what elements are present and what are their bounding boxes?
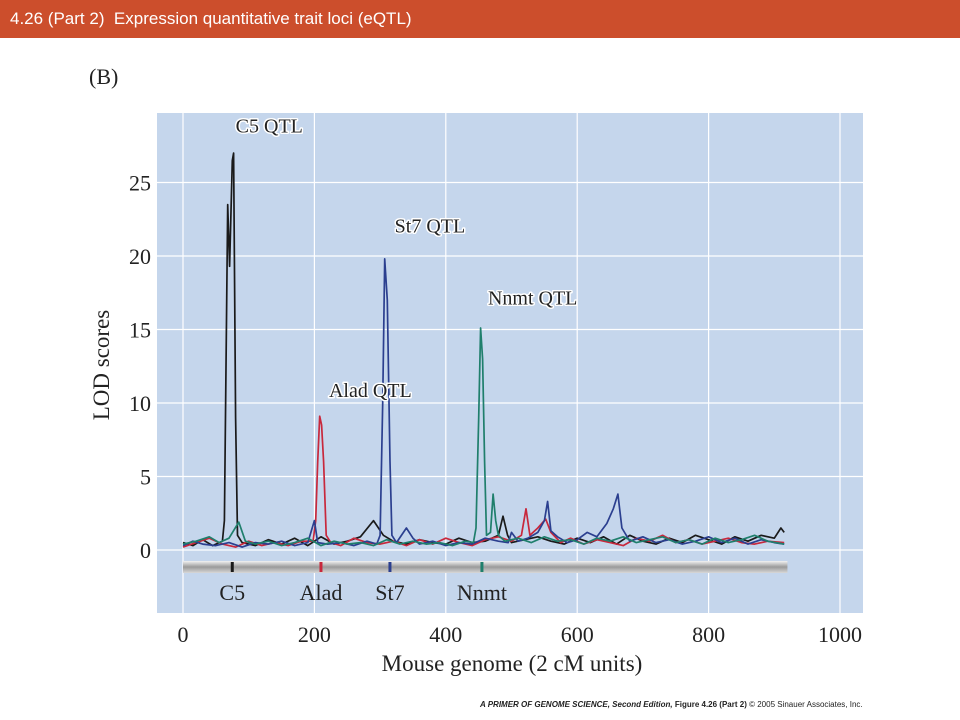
axes: 0 200 400 600 800 1000 0 5 10 15 20 25 Mouse genome … [89, 171, 862, 677]
footer-copyright: © 2005 Sinauer Associates, Inc. [749, 700, 863, 709]
annotations: C5 QTL St7 QTL Nnmt QTL Alad QTL [234, 114, 579, 404]
x-axis-title: Mouse genome (2 cM units) [382, 651, 643, 676]
gene-tick [388, 562, 392, 572]
gene-label: C5 [219, 580, 245, 605]
panel-label: (B) [89, 64, 119, 89]
gene-tick [230, 562, 234, 572]
footer-book: A PRIMER OF GENOME SCIENCE, Second Editi… [480, 700, 673, 709]
x-tick-label: 400 [429, 622, 462, 647]
slide-title: 4.26 (Part 2) Expression quantitative tr… [10, 9, 412, 28]
grid [157, 113, 863, 613]
series-line [182, 327, 785, 547]
y-tick-label: 20 [129, 244, 151, 269]
x-tick-label: 800 [692, 622, 725, 647]
series-group [182, 152, 785, 548]
title-bar: 4.26 (Part 2) Expression quantitative tr… [0, 0, 960, 38]
qtl-label: Nnmt QTL [488, 288, 577, 310]
y-tick-label: 0 [140, 538, 151, 563]
qtl-label: Alad QTL [329, 380, 412, 402]
x-tick-label: 1000 [818, 622, 862, 647]
footer-figure: Figure 4.26 (Part 2) [674, 700, 747, 709]
gene-label: St7 [375, 580, 404, 605]
qtl-label: St7 QTL [395, 215, 466, 237]
y-tick-label: 5 [140, 465, 151, 490]
chromosome-bar: C5 Alad St7 Nnmt [183, 561, 788, 605]
qtl-label: C5 QTL [236, 116, 303, 138]
y-tick-label: 15 [129, 318, 151, 343]
footer-credit: A PRIMER OF GENOME SCIENCE, Second Editi… [480, 700, 863, 709]
x-tick-label: 200 [298, 622, 331, 647]
gene-tick [319, 562, 323, 572]
y-axis-title: LOD scores [89, 310, 114, 421]
gene-label: Alad [300, 580, 343, 605]
x-tick-label: 0 [178, 622, 189, 647]
x-tick-label: 600 [561, 622, 594, 647]
chromosome-body [183, 561, 788, 573]
gene-tick [480, 562, 484, 572]
y-tick-label: 25 [129, 171, 151, 196]
gene-label: Nnmt [457, 580, 507, 605]
plot-area [157, 113, 863, 613]
y-tick-label: 10 [129, 391, 151, 416]
